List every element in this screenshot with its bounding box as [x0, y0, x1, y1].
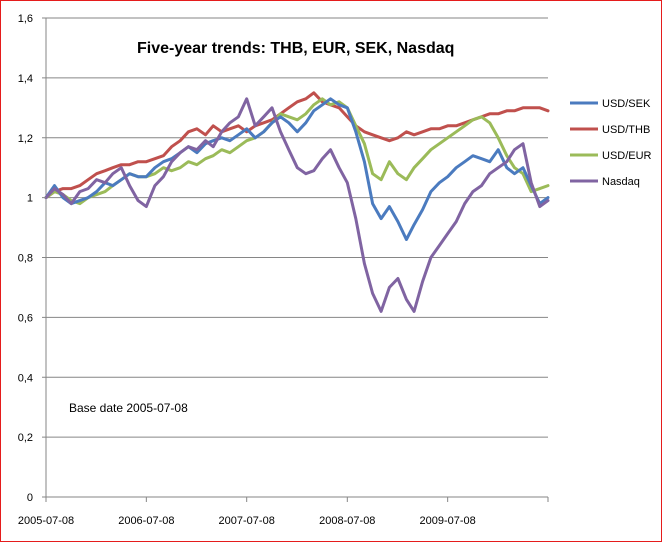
x-tick-labels: 2005-07-08 2006-07-08 2007-07-08 2008-07-08…: [18, 497, 549, 527]
y-tick-labels: 0 0,2 0,4 0,6 0,8 1 1,2 1,4 1,6: [18, 13, 46, 504]
y-tick-label-1: 0,2: [18, 432, 33, 444]
x-tick-label-3: 2008-07-08: [319, 515, 375, 527]
grid-lines: [46, 17, 548, 438]
base-date-annotation: Base date 2005-07-08: [69, 401, 188, 415]
x-tick-label-2: 2007-07-08: [219, 515, 275, 527]
legend-label-usd-eur: USD/EUR: [602, 150, 652, 162]
x-tick-label-1: 2006-07-08: [118, 515, 174, 527]
y-tick-label-0: 0: [27, 492, 33, 504]
y-tick-label-3: 0,6: [18, 312, 33, 324]
chart-title: Five-year trends: THB, EUR, SEK, Nasdaq: [137, 40, 454, 57]
y-tick-label-8: 1,6: [18, 13, 33, 25]
legend: USD/SEK USD/THB USD/EUR Nasdaq: [570, 98, 652, 188]
y-tick-label-2: 0,4: [18, 372, 33, 384]
y-tick-label-5: 1: [27, 193, 33, 205]
series-line-usd-sek: [44, 97, 550, 241]
series-line-usd-eur: [44, 97, 550, 206]
y-tick-label-4: 0,8: [18, 253, 33, 265]
series-lines: [44, 91, 550, 313]
series-line-usd-thb: [44, 91, 550, 200]
series-line-nasdaq: [44, 97, 550, 313]
y-tick-label-6: 1,2: [18, 133, 33, 145]
x-tick-label-0: 2005-07-08: [18, 515, 74, 527]
legend-label-usd-thb: USD/THB: [602, 124, 650, 136]
legend-label-usd-sek: USD/SEK: [602, 98, 651, 110]
x-tick-label-4: 2009-07-08: [420, 515, 476, 527]
legend-label-nasdaq: Nasdaq: [602, 176, 640, 188]
y-tick-label-7: 1,4: [18, 73, 33, 85]
